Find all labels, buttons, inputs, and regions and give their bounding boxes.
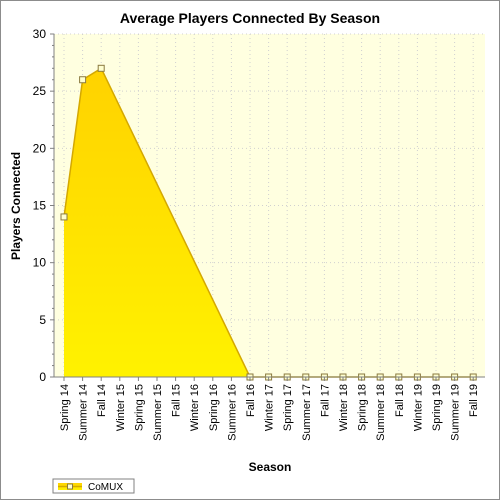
- x-tick-label: Summer 17: [301, 384, 313, 441]
- legend: CoMUX: [52, 478, 135, 494]
- y-tick-label: 30: [33, 27, 47, 41]
- x-tick-label: Fall 18: [394, 384, 406, 417]
- x-tick-label: Fall 16: [245, 384, 257, 417]
- legend-marker-comux: [67, 483, 73, 490]
- y-tick-label: 15: [33, 199, 47, 213]
- x-tick-label: Winter 16: [189, 384, 201, 431]
- x-axis-label: Season: [249, 460, 292, 474]
- x-tick-label: Summer 15: [152, 384, 164, 441]
- x-tick-label: Summer 18: [375, 384, 387, 441]
- x-tick-label: Winter 15: [115, 384, 127, 431]
- x-tick-label: Summer 16: [226, 384, 238, 441]
- y-tick-label: 20: [33, 141, 47, 155]
- y-tick-label: 0: [39, 370, 46, 384]
- x-tick-label: Spring 14: [59, 384, 71, 431]
- x-tick-label: Winter 19: [412, 384, 424, 431]
- legend-label-comux: CoMUX: [88, 482, 123, 493]
- x-tick-label: Fall 17: [319, 384, 331, 417]
- x-tick-label: Spring 16: [208, 384, 220, 431]
- data-point-marker: [60, 213, 68, 221]
- y-tick-label: 10: [33, 256, 47, 270]
- series-area-comux: [64, 68, 474, 378]
- x-tick-label: Spring 18: [357, 384, 369, 431]
- x-tick-label: Fall 19: [468, 384, 480, 417]
- x-tick-label: Summer 19: [450, 384, 462, 441]
- x-tick-label: Fall 15: [171, 384, 183, 417]
- x-tick-label: Spring 17: [282, 384, 294, 431]
- x-tick-label: Summer 14: [78, 384, 90, 441]
- y-tick-label: 25: [33, 84, 47, 98]
- x-tick-label: Winter 17: [264, 384, 276, 431]
- x-axis-ticks: Spring 14 Summer 14 Fall 14 Winter 15 Spring…: [59, 377, 480, 441]
- x-tick-label: Spring 15: [133, 384, 145, 431]
- y-tick-label: 5: [39, 313, 46, 327]
- y-axis-ticks: 0 5 10 15 20 25 30: [33, 27, 54, 384]
- data-point-marker: [79, 76, 87, 84]
- x-tick-label: Winter 18: [338, 384, 350, 431]
- data-point-marker: [97, 64, 105, 72]
- x-tick-label: Fall 14: [96, 384, 108, 417]
- chart-title: Average Players Connected By Season: [120, 10, 380, 26]
- y-axis-label: Players Connected: [9, 152, 23, 260]
- x-tick-label: Spring 19: [431, 384, 443, 431]
